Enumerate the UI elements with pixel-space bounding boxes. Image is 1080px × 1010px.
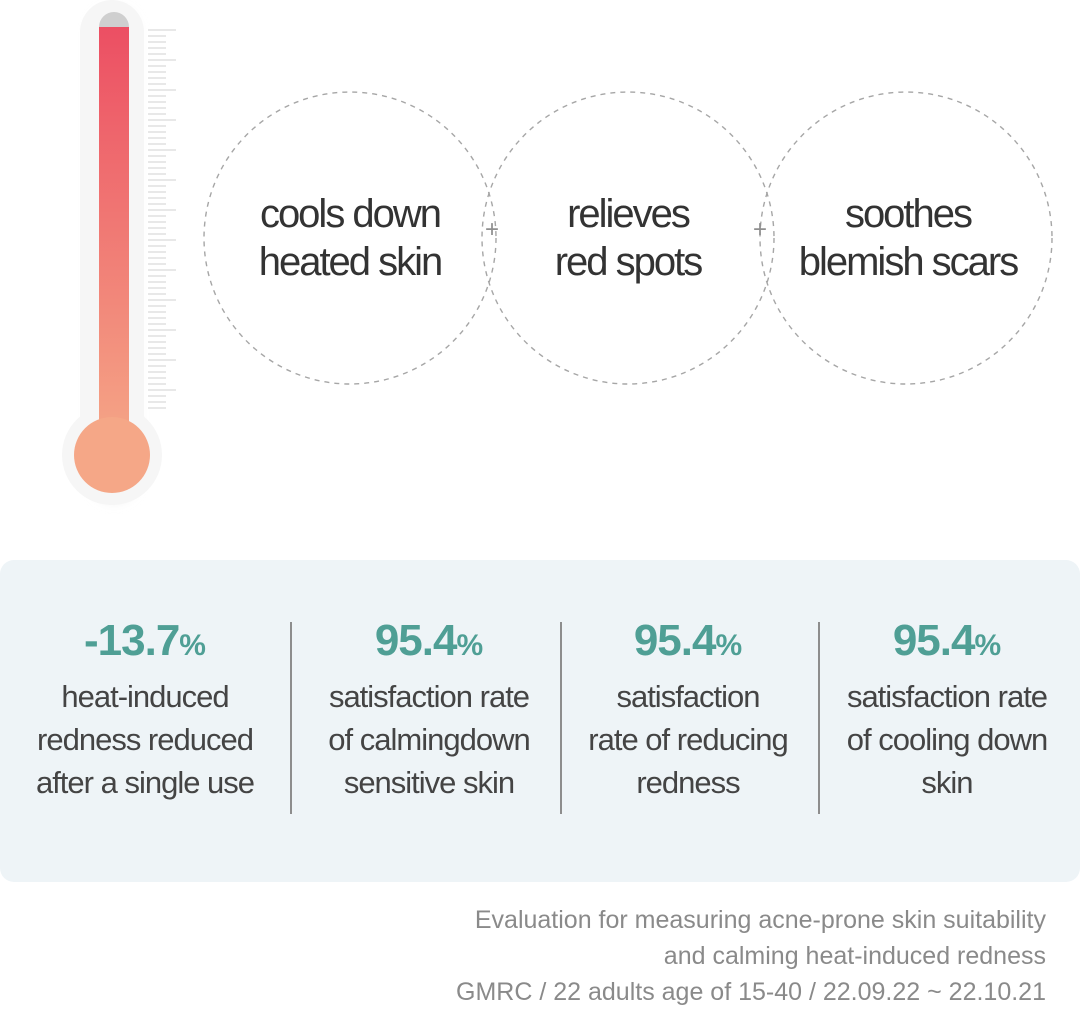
plus-icon: + — [484, 216, 499, 243]
footnote-line: and calming heat-induced redness — [663, 942, 1046, 970]
stat-description: satisfaction rate of calmingdown sensiti… — [304, 675, 554, 804]
stat-line: of cooling down — [846, 722, 1048, 757]
plus-icon: + — [752, 216, 767, 243]
stat-cooling-satisfaction: 95.4% satisfaction rate of cooling down … — [822, 612, 1072, 804]
stat-calming-satisfaction: 95.4% satisfaction rate of calmingdown s… — [304, 612, 554, 804]
stat-description: satisfaction rate of reducing redness — [563, 675, 813, 804]
benefit-line: soothes — [844, 192, 973, 236]
stat-unit: % — [974, 629, 1002, 662]
stat-line: heat-induced — [61, 679, 229, 714]
benefit-circles — [203, 91, 1053, 385]
stat-redness-reduction: -13.7% heat-induced redness reduced afte… — [20, 612, 270, 804]
stat-unit: % — [179, 629, 206, 662]
stat-value: 95.4% — [822, 612, 1072, 675]
stat-line: skin — [921, 765, 973, 800]
stat-line: satisfaction rate — [846, 679, 1048, 714]
evaluation-footnote: Evaluation for measuring acne-prone skin… — [246, 902, 1046, 1010]
stat-description: satisfaction rate of cooling down skin — [822, 675, 1072, 804]
benefit-circle-2 — [481, 91, 775, 385]
benefit-line: red spots — [554, 240, 704, 284]
benefit-circle-1 — [203, 91, 497, 385]
benefit-line: cools down — [259, 192, 442, 236]
stat-line: satisfaction rate — [328, 679, 530, 714]
stat-line: after a single use — [35, 765, 255, 800]
benefit-cooling: cools down heated skin — [230, 190, 470, 286]
stat-unit: % — [715, 629, 743, 662]
stat-number: 95.4 — [892, 616, 976, 665]
stat-number: -13.7 — [84, 616, 180, 665]
benefit-circle-3 — [759, 91, 1053, 385]
stats-panel — [0, 560, 1080, 882]
stat-unit: % — [456, 629, 484, 662]
stat-value: 95.4% — [304, 612, 554, 675]
stat-divider — [560, 622, 562, 814]
benefit-line: relieves — [567, 192, 691, 236]
stat-divider — [818, 622, 820, 814]
footnote-line: GMRC / 22 adults age of 15-40 / 22.09.22… — [456, 978, 1046, 1006]
benefit-scars: soothes blemish scars — [788, 190, 1028, 286]
stat-description: heat-induced redness reduced after a sin… — [20, 675, 270, 804]
stat-line: of calmingdown — [328, 722, 530, 757]
benefit-line: blemish scars — [798, 240, 1020, 284]
stat-line: satisfaction — [616, 679, 760, 714]
stat-line: redness — [636, 765, 740, 800]
stat-value: 95.4% — [563, 612, 813, 675]
stat-line: redness reduced — [37, 722, 254, 757]
stat-line: sensitive skin — [343, 765, 515, 800]
stat-number: 95.4 — [374, 616, 458, 665]
stat-value: -13.7% — [20, 612, 270, 675]
benefit-line: heated skin — [258, 240, 444, 284]
thermometer-icon — [62, 0, 176, 505]
benefit-redness: relieves red spots — [508, 190, 748, 286]
stat-number: 95.4 — [633, 616, 717, 665]
stat-redness-satisfaction: 95.4% satisfaction rate of reducing redn… — [563, 612, 813, 804]
footnote-line: Evaluation for measuring acne-prone skin… — [474, 906, 1046, 934]
stat-line: rate of reducing — [588, 722, 788, 757]
stat-divider — [290, 622, 292, 814]
